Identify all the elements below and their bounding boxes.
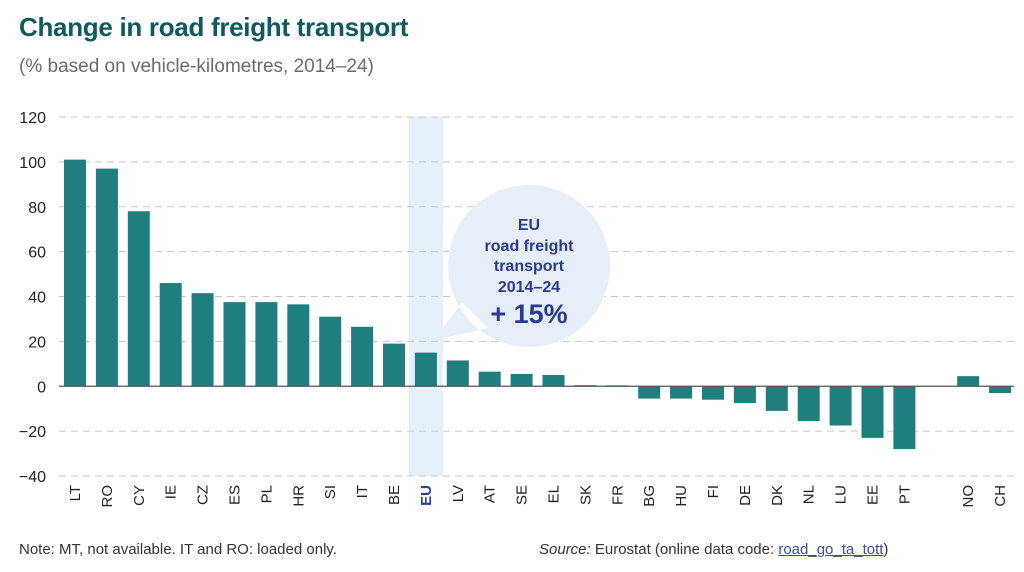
x-category-label: HR bbox=[290, 485, 307, 507]
x-category-label: IE bbox=[163, 485, 180, 499]
x-category-label: LV bbox=[450, 485, 467, 502]
y-tick-label: 60 bbox=[28, 245, 46, 262]
chart-subtitle: (% based on vehicle-kilometres, 2014–24) bbox=[19, 56, 374, 77]
source-label: Source: bbox=[539, 541, 591, 558]
bar-ch bbox=[989, 386, 1012, 393]
x-category-label: SE bbox=[514, 485, 531, 505]
source-text: Eurostat (online data code: bbox=[590, 541, 779, 558]
x-category-label: SI bbox=[322, 485, 339, 499]
bar-nl bbox=[797, 386, 820, 422]
annotation-line: road freight bbox=[485, 238, 575, 255]
x-category-label: DE bbox=[737, 485, 754, 506]
x-category-label: BG bbox=[641, 485, 658, 507]
x-category-label: PL bbox=[258, 485, 275, 503]
source-close: ) bbox=[883, 541, 889, 558]
bar-pt bbox=[893, 386, 916, 450]
annotation-bubble bbox=[434, 185, 610, 347]
y-tick-label: 0 bbox=[37, 379, 46, 396]
x-category-label: FI bbox=[705, 485, 722, 498]
bar-eu bbox=[414, 352, 437, 387]
bar-hr bbox=[287, 304, 310, 387]
bar-bg bbox=[638, 386, 661, 399]
bar-ro bbox=[95, 168, 118, 387]
bar-it bbox=[351, 326, 374, 387]
bar-ee bbox=[861, 386, 884, 438]
bar-no bbox=[957, 376, 980, 387]
bar-lv bbox=[446, 360, 469, 387]
x-category-label: AT bbox=[482, 485, 499, 503]
x-category-label: LT bbox=[67, 485, 84, 501]
source-line: Source: Eurostat (online data code: road… bbox=[539, 541, 888, 558]
footnote: Note: MT, not available. IT and RO: load… bbox=[19, 541, 337, 558]
bar-cy bbox=[127, 211, 150, 387]
y-tick-label: −20 bbox=[19, 424, 46, 441]
bar-es bbox=[223, 302, 246, 387]
y-tick-label: 20 bbox=[28, 334, 46, 351]
x-category-label: RO bbox=[99, 485, 116, 508]
x-category-label: FR bbox=[609, 485, 626, 505]
x-category-label: NL bbox=[801, 485, 818, 504]
x-category-label: SK bbox=[577, 485, 594, 505]
annotation-line: 2014–24 bbox=[498, 279, 560, 296]
bar-de bbox=[733, 386, 756, 404]
source-data-code-link[interactable]: road_go_ta_tott bbox=[778, 541, 884, 558]
chart-title: Change in road freight transport bbox=[19, 12, 409, 42]
x-category-label: EU bbox=[418, 485, 435, 506]
x-category-label: CY bbox=[131, 485, 148, 506]
bar-el bbox=[542, 375, 565, 387]
bar-at bbox=[478, 371, 501, 387]
annotation-line: transport bbox=[494, 258, 565, 275]
x-category-label: HU bbox=[673, 485, 690, 507]
x-category-label: CH bbox=[992, 485, 1009, 507]
bar-lu bbox=[829, 386, 852, 426]
x-category-label: EE bbox=[865, 485, 882, 505]
x-category-label: PT bbox=[896, 485, 913, 504]
annotation-line: EU bbox=[518, 217, 540, 234]
x-category-label: EL bbox=[546, 485, 563, 503]
bar-be bbox=[383, 343, 405, 387]
x-category-label: CZ bbox=[195, 485, 212, 505]
x-category-label: DK bbox=[769, 485, 786, 506]
bar-lt bbox=[64, 159, 86, 387]
x-category-label: NO bbox=[960, 485, 977, 508]
x-category-label: LU bbox=[833, 485, 850, 504]
x-category-label: ES bbox=[227, 485, 244, 505]
bar-se bbox=[510, 373, 533, 387]
y-tick-label: −40 bbox=[19, 469, 46, 486]
x-category-label: BE bbox=[386, 485, 403, 505]
bar-si bbox=[319, 316, 342, 387]
bar-hu bbox=[670, 386, 693, 399]
bar-ie bbox=[159, 283, 182, 387]
x-category-label: IT bbox=[354, 485, 371, 498]
y-tick-label: 100 bbox=[19, 155, 46, 172]
annotation-value: + 15% bbox=[490, 299, 567, 329]
bar-pl bbox=[255, 302, 278, 387]
bar-fi bbox=[702, 386, 724, 400]
y-tick-label: 80 bbox=[28, 200, 46, 217]
bar-dk bbox=[765, 386, 788, 411]
bar-cz bbox=[191, 293, 214, 387]
y-tick-label: 40 bbox=[28, 290, 46, 307]
y-tick-label: 120 bbox=[19, 110, 46, 127]
